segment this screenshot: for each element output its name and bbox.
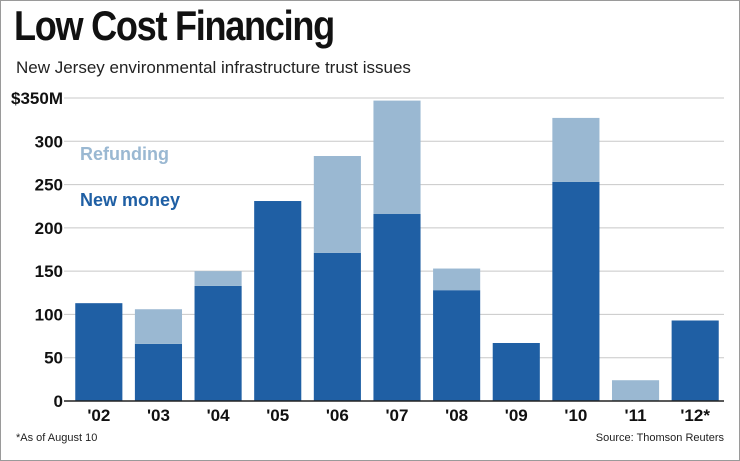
x-tick-label: '05 [266, 406, 289, 425]
bars [75, 100, 719, 401]
x-tick-label: '02 [87, 406, 110, 425]
bar-new-money [373, 214, 421, 401]
x-tick-label: '04 [207, 406, 230, 425]
bar-new-money [671, 320, 719, 401]
legend: Refunding New money [80, 144, 180, 210]
bar-refunding [313, 156, 361, 253]
y-tick-label: 0 [54, 392, 63, 411]
y-tick-label: 250 [35, 176, 63, 195]
x-tick-label: '10 [564, 406, 587, 425]
bar-new-money [552, 181, 600, 401]
y-tick-label: $350M [11, 89, 63, 108]
y-tick-label: 150 [35, 262, 63, 281]
bar-refunding [552, 117, 600, 182]
y-axis-ticks: 0 50 100 150 200 250 300 $350M [11, 89, 63, 411]
bar-new-money [134, 343, 183, 401]
legend-entry: Refunding [80, 144, 169, 164]
bar-refunding [373, 100, 421, 215]
x-tick-label: '07 [386, 406, 409, 425]
chart-title: Low Cost Financing [14, 2, 335, 49]
x-tick-label: '09 [505, 406, 528, 425]
x-tick-label: '06 [326, 406, 349, 425]
bar-new-money [75, 303, 123, 401]
footnote: *As of August 10 [16, 432, 98, 444]
source-credit: Source: Thomson Reuters [595, 432, 724, 444]
bar-new-money [433, 290, 481, 401]
x-tick-label: '12* [680, 406, 710, 425]
x-tick-label: '08 [445, 406, 468, 425]
x-axis-ticks: '02 '03 '04 '05 '06 '07 '08 '09 '10 '11 '12* [87, 406, 710, 425]
bar-refunding [194, 271, 242, 286]
bar-new-money [492, 342, 540, 401]
chart-subtitle: New Jersey environmental infrastructure … [16, 58, 411, 77]
bar-refunding [433, 268, 481, 291]
bar-new-money [194, 285, 242, 401]
y-tick-label: 50 [44, 349, 63, 368]
bar-refunding [134, 309, 183, 344]
x-tick-label: '03 [147, 406, 170, 425]
bar-refunding [611, 380, 660, 401]
bar-new-money [313, 252, 361, 401]
y-tick-label: 300 [35, 132, 63, 151]
legend-entry: New money [80, 190, 180, 210]
bar-new-money [254, 201, 302, 401]
x-tick-label: '11 [625, 406, 647, 425]
y-tick-label: 100 [35, 305, 63, 324]
y-tick-label: 200 [35, 219, 63, 238]
